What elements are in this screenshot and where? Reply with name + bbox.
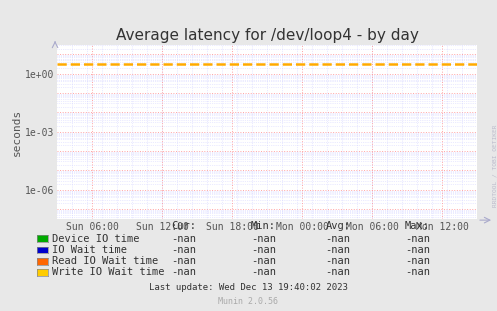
Text: -nan: -nan bbox=[251, 267, 276, 277]
Title: Average latency for /dev/loop4 - by day: Average latency for /dev/loop4 - by day bbox=[116, 28, 418, 43]
Text: -nan: -nan bbox=[171, 234, 196, 244]
Text: -nan: -nan bbox=[171, 245, 196, 255]
Text: Read IO Wait time: Read IO Wait time bbox=[52, 256, 159, 266]
Text: -nan: -nan bbox=[405, 245, 430, 255]
Text: -nan: -nan bbox=[326, 234, 350, 244]
Text: Max:: Max: bbox=[405, 221, 430, 231]
Y-axis label: seconds: seconds bbox=[12, 109, 22, 156]
Text: -nan: -nan bbox=[405, 234, 430, 244]
Text: IO Wait time: IO Wait time bbox=[52, 245, 127, 255]
Text: Device IO time: Device IO time bbox=[52, 234, 140, 244]
Text: Min:: Min: bbox=[251, 221, 276, 231]
Text: Write IO Wait time: Write IO Wait time bbox=[52, 267, 165, 277]
Text: Avg:: Avg: bbox=[326, 221, 350, 231]
Text: Last update: Wed Dec 13 19:40:02 2023: Last update: Wed Dec 13 19:40:02 2023 bbox=[149, 283, 348, 292]
Text: RRDTOOL / TOBI OETIKER: RRDTOOL / TOBI OETIKER bbox=[492, 124, 497, 207]
Text: -nan: -nan bbox=[326, 245, 350, 255]
Text: Cur:: Cur: bbox=[171, 221, 196, 231]
Text: -nan: -nan bbox=[326, 256, 350, 266]
Text: -nan: -nan bbox=[405, 256, 430, 266]
Text: -nan: -nan bbox=[251, 245, 276, 255]
Text: -nan: -nan bbox=[171, 267, 196, 277]
Text: -nan: -nan bbox=[405, 267, 430, 277]
Text: -nan: -nan bbox=[251, 234, 276, 244]
Text: -nan: -nan bbox=[171, 256, 196, 266]
Text: Munin 2.0.56: Munin 2.0.56 bbox=[219, 297, 278, 306]
Text: -nan: -nan bbox=[251, 256, 276, 266]
Text: -nan: -nan bbox=[326, 267, 350, 277]
